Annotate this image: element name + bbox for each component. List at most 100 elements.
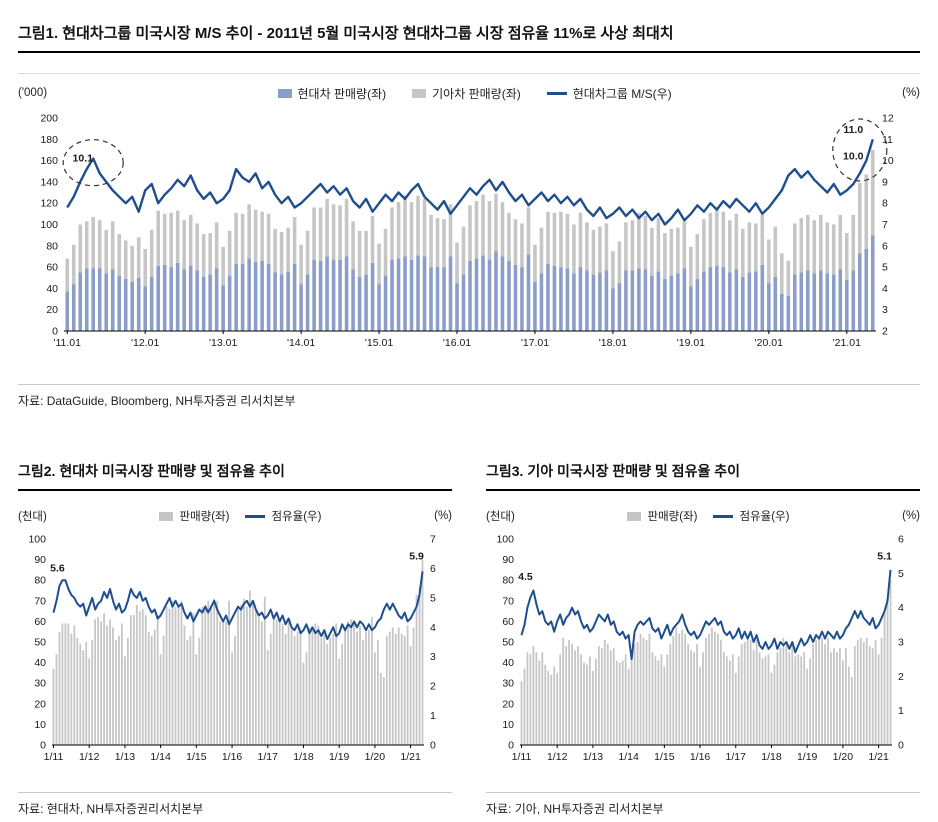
axis-tick-label: 3 xyxy=(882,304,888,316)
line-swatch-icon xyxy=(713,514,734,518)
axis-tick-label: '18.01 xyxy=(599,337,627,349)
sales-bars xyxy=(520,580,892,745)
axis-tick-label: 1 xyxy=(898,705,904,717)
legend-item: 기아차 판매량(좌) xyxy=(412,85,521,102)
figure2-chart-box: (천대) 판매량(좌) 점유율(우) (%) 0 10 20 30 40 50 60 70 80 9… xyxy=(18,503,452,782)
axis-tick-label: 90 xyxy=(34,554,46,566)
axis-tick-label: 200 xyxy=(40,113,58,125)
axis-tick-label: 30 xyxy=(34,678,46,690)
axis-tick-label: 1/21 xyxy=(868,751,889,763)
axis-tick-label: 20 xyxy=(46,304,58,316)
axis-tick-label: 100 xyxy=(28,534,46,546)
axis-tick-label: 1/16 xyxy=(222,751,243,763)
axis-tick-label: 1/19 xyxy=(797,751,818,763)
axis-tick-label: 20 xyxy=(502,698,514,710)
axis-tick-label: 2 xyxy=(430,681,436,693)
axis-tick-label: 180 xyxy=(40,134,58,146)
figure1-right-axis-unit: (%) xyxy=(902,87,920,99)
axis-tick-label: 30 xyxy=(502,678,514,690)
axis-tick-label: 60 xyxy=(46,262,58,274)
axis-tick-label: 1/11 xyxy=(512,751,532,763)
highlight-circle xyxy=(832,118,888,182)
axis-tick-label: 1/21 xyxy=(400,751,421,763)
axis-tick-label: 60 xyxy=(502,616,514,628)
axis-tick-label: 11 xyxy=(882,134,893,146)
axis-tick-label: 100 xyxy=(496,534,514,546)
figure2-left-axis-unit: (천대) xyxy=(18,511,47,523)
legend-item: 점유율(우) xyxy=(713,508,789,524)
axis-tick-label: '19.01 xyxy=(677,337,705,349)
market-share-line xyxy=(520,569,892,661)
axis-tick-label: '12.01 xyxy=(131,337,159,349)
figure3-chart: 0 10 20 30 40 50 60 70 80 90 100 0 1 2 3 4 5 6 1/11 1/12 1/1… xyxy=(496,534,904,764)
axis-tick-label: 50 xyxy=(34,637,46,649)
data-label: 5.9 xyxy=(409,551,424,563)
axis-tick-label: 3 xyxy=(430,651,436,663)
axis-tick-label: 0 xyxy=(898,740,904,752)
figure1-legend: 현대차 판매량(좌) 기아차 판매량(좌) 현대차그룹 M/S(우) xyxy=(277,85,672,102)
axis-tick-label: 5 xyxy=(430,592,436,604)
axis-tick-label: 10 xyxy=(34,719,46,731)
axis-tick-label: 1/13 xyxy=(115,751,136,763)
axis-tick-label: '14.01 xyxy=(287,337,315,349)
axis-tick-label: 60 xyxy=(34,616,46,628)
axis-tick-label: 9 xyxy=(882,176,888,188)
axis-tick-label: 7 xyxy=(882,219,888,231)
figure-3: 그림3. 기아 미국시장 판매량 및 점유율 추이 (천대) 판매량(좌) 점유율… xyxy=(486,455,920,817)
axis-tick-label: 80 xyxy=(34,575,46,587)
axis-tick-label: 5 xyxy=(882,262,888,274)
axis-tick-label: 1/12 xyxy=(79,751,100,763)
data-label: 5.6 xyxy=(50,562,65,574)
bar-swatch-icon xyxy=(412,88,427,98)
axis-tick-label: 1/12 xyxy=(547,751,568,763)
figure-1: 그림1. 현대차그룹 미국시장 M/S 추이 - 2011년 5월 미국시장 현… xyxy=(18,16,920,409)
figure2-source: 자료: 현대차, NH투자증권리서치본부 xyxy=(18,792,452,817)
axis-tick-label: 1/17 xyxy=(726,751,747,763)
axis-tick-label: 80 xyxy=(502,575,514,587)
legend-label: 현대차 판매량(좌) xyxy=(297,86,387,101)
axis-tick-label: '21.01 xyxy=(833,337,861,349)
axis-tick-label: 6 xyxy=(882,240,888,252)
market-share-line xyxy=(66,138,874,226)
axis-tick-label: 6 xyxy=(430,563,436,575)
axis-tick-label: 120 xyxy=(40,198,58,210)
figure1-source: 자료: DataGuide, Bloomberg, NH투자증권 리서치본부 xyxy=(18,384,920,409)
axis-tick-label: 1/14 xyxy=(618,751,639,763)
figure2-title: 그림2. 현대차 미국시장 판매량 및 점유율 추이 xyxy=(18,455,452,491)
axis-tick-label: 10 xyxy=(502,719,514,731)
legend-item: 점유율(우) xyxy=(245,508,321,524)
data-label: 4.5 xyxy=(518,571,533,583)
legend-label: 기아차 판매량(좌) xyxy=(432,86,521,101)
figure3-left-axis-unit: (천대) xyxy=(486,511,515,523)
axis-tick-label: 20 xyxy=(34,698,46,710)
axis-tick-label: 6 xyxy=(898,534,904,546)
sales-bars xyxy=(65,149,875,332)
axis-tick-label: 4 xyxy=(898,602,904,614)
axis-tick-label: 100 xyxy=(40,219,58,231)
bar-swatch-icon xyxy=(277,88,292,98)
axis-tick-label: 4 xyxy=(430,622,436,634)
axis-tick-label: 40 xyxy=(34,657,46,669)
axis-tick-label: 8 xyxy=(882,198,888,210)
figure1-left-axis-unit: ('000) xyxy=(18,87,48,99)
axis-tick-label: 0 xyxy=(52,326,58,338)
bar-swatch-icon xyxy=(627,511,642,521)
data-label: 10.0 xyxy=(843,150,864,162)
line-swatch-icon xyxy=(546,91,567,95)
axis-tick-label: 1/17 xyxy=(258,751,279,763)
figure1-chart: 0 20 40 60 80 100 120 140 160 180 200 2 3 4 5 6 7 8 9 10 11 1… xyxy=(40,113,894,350)
bar-swatch-icon xyxy=(159,511,174,521)
axis-tick-label: '15.01 xyxy=(365,337,393,349)
axis-tick-label: 1/11 xyxy=(44,751,64,763)
axis-tick-label: 70 xyxy=(502,595,514,607)
axis-tick-label: 10 xyxy=(882,155,894,167)
axis-tick-label: '20.01 xyxy=(755,337,783,349)
axis-tick-label: 1/16 xyxy=(690,751,711,763)
figure1-title: 그림1. 현대차그룹 미국시장 M/S 추이 - 2011년 5월 미국시장 현… xyxy=(18,16,920,53)
legend-item: 현대차그룹 M/S(우) xyxy=(546,85,672,102)
axis-tick-label: 5 xyxy=(898,568,904,580)
legend-label: 판매량(좌) xyxy=(647,511,698,523)
axis-tick-label: 12 xyxy=(882,113,894,125)
data-label: 5.1 xyxy=(877,551,892,563)
axis-tick-label: 0 xyxy=(508,740,514,752)
